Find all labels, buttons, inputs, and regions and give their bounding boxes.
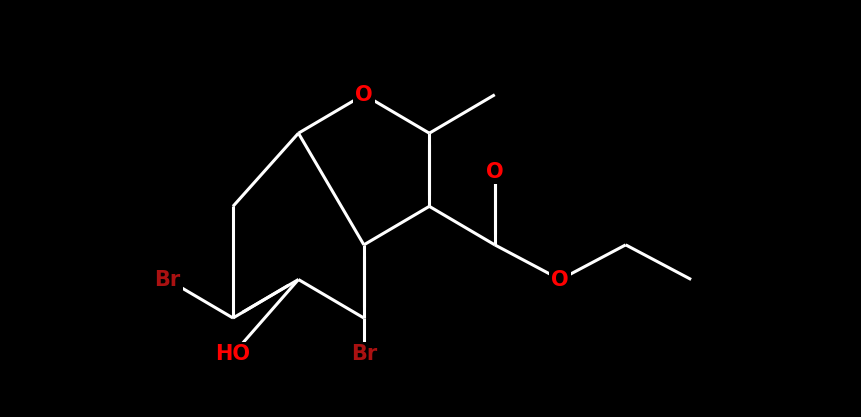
Text: HO: HO [215,344,251,364]
Text: O: O [551,269,569,289]
Text: Br: Br [350,344,377,364]
Text: O: O [355,85,373,105]
Text: Br: Br [154,269,181,289]
Text: O: O [486,162,504,182]
